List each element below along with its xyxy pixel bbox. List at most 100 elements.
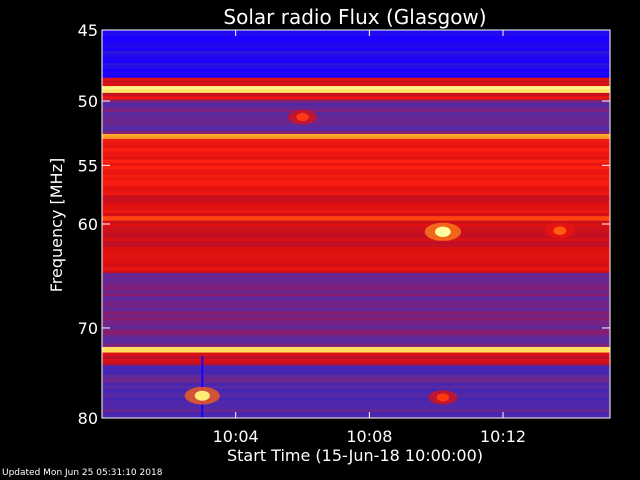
y-tick-label: 70 bbox=[78, 319, 98, 338]
frequency-band bbox=[102, 109, 610, 113]
frequency-band bbox=[102, 290, 610, 294]
frequency-band bbox=[102, 317, 610, 321]
frequency-band bbox=[102, 238, 610, 242]
frequency-band bbox=[102, 77, 610, 81]
frequency-band bbox=[102, 391, 610, 396]
frequency-band bbox=[102, 299, 610, 303]
frequency-band bbox=[102, 53, 610, 58]
frequency-band bbox=[102, 258, 610, 263]
updated-timestamp: Updated Mon Jun 25 05:31:10 2018 bbox=[2, 468, 163, 478]
chart-title: Solar radio Flux (Glasgow) bbox=[223, 5, 486, 29]
frequency-band bbox=[102, 241, 610, 245]
frequency-band bbox=[102, 278, 610, 283]
burst-core bbox=[194, 390, 210, 401]
burst-core bbox=[436, 393, 450, 402]
x-axis-label: Start Time (15-Jun-18 10:00:00) bbox=[227, 446, 483, 465]
frequency-band bbox=[102, 150, 610, 155]
frequency-band bbox=[102, 235, 610, 239]
frequency-band bbox=[102, 118, 610, 122]
burst-core bbox=[435, 226, 451, 238]
frequency-band bbox=[102, 264, 610, 268]
frequency-band bbox=[102, 338, 610, 342]
frequency-band bbox=[102, 124, 610, 129]
x-tick-label: 10:12 bbox=[480, 427, 526, 446]
frequency-band bbox=[102, 406, 610, 410]
frequency-band bbox=[102, 192, 610, 196]
frequency-band bbox=[102, 218, 610, 222]
frequency-band bbox=[102, 400, 610, 404]
frequency-band bbox=[102, 284, 610, 289]
frequency-band bbox=[102, 35, 610, 40]
frequency-band bbox=[102, 270, 610, 274]
frequency-band bbox=[102, 189, 610, 193]
frequency-band bbox=[102, 177, 610, 181]
frequency-band bbox=[102, 213, 610, 217]
frequency-band bbox=[102, 165, 610, 170]
frequency-band bbox=[102, 329, 610, 333]
frequency-band bbox=[102, 382, 610, 387]
frequency-band bbox=[102, 62, 610, 67]
frequency-band bbox=[102, 388, 610, 393]
frequency-band bbox=[102, 86, 610, 90]
frequency-band bbox=[102, 216, 610, 219]
frequency-band bbox=[102, 394, 610, 398]
frequency-band bbox=[102, 335, 610, 339]
frequency-band bbox=[102, 377, 610, 381]
frequency-band bbox=[102, 30, 610, 34]
frequency-band bbox=[102, 326, 610, 330]
frequency-band bbox=[102, 105, 610, 110]
frequency-band bbox=[102, 156, 610, 161]
frequency-band bbox=[102, 96, 610, 101]
frequency-band bbox=[102, 296, 610, 300]
frequency-band bbox=[102, 32, 610, 37]
frequency-band bbox=[102, 220, 610, 224]
frequency-band bbox=[102, 99, 610, 104]
frequency-band bbox=[102, 281, 610, 286]
frequency-band bbox=[102, 229, 610, 233]
frequency-band bbox=[102, 147, 610, 152]
frequency-band bbox=[102, 352, 610, 357]
frequency-band bbox=[102, 168, 610, 173]
frequency-band bbox=[102, 50, 610, 55]
frequency-band bbox=[102, 47, 610, 52]
frequency-band bbox=[102, 83, 610, 87]
frequency-band bbox=[102, 261, 610, 265]
frequency-band bbox=[102, 195, 610, 199]
y-axis-label: Frequency [MHz] bbox=[47, 158, 66, 292]
frequency-band bbox=[102, 287, 610, 291]
frequency-band bbox=[102, 80, 610, 84]
frequency-band bbox=[102, 380, 610, 384]
y-tick-label: 80 bbox=[78, 409, 98, 428]
y-tick-label: 45 bbox=[78, 21, 98, 40]
frequency-band bbox=[102, 244, 610, 248]
frequency-band bbox=[102, 362, 610, 366]
frequency-band bbox=[102, 305, 610, 309]
frequency-band bbox=[102, 44, 610, 49]
frequency-band bbox=[102, 302, 610, 306]
frequency-band bbox=[102, 183, 610, 187]
frequency-band bbox=[102, 332, 610, 336]
frequency-band bbox=[102, 374, 610, 378]
frequency-band bbox=[102, 41, 610, 46]
frequency-band bbox=[102, 385, 610, 390]
frequency-band bbox=[102, 204, 610, 208]
frequency-band bbox=[102, 403, 610, 407]
frequency-band bbox=[102, 136, 610, 140]
frequency-band bbox=[102, 186, 610, 190]
frequency-band bbox=[102, 358, 610, 363]
frequency-band bbox=[102, 346, 610, 351]
frequency-band bbox=[102, 162, 610, 167]
frequency-band bbox=[102, 121, 610, 126]
frequency-band bbox=[102, 415, 610, 419]
frequency-band bbox=[102, 56, 610, 61]
plot-area bbox=[102, 30, 610, 419]
y-tick-label: 55 bbox=[78, 156, 98, 175]
frequency-band bbox=[102, 144, 610, 149]
frequency-band bbox=[102, 249, 610, 254]
frequency-band bbox=[102, 355, 610, 360]
frequency-band bbox=[102, 275, 610, 280]
frequency-band bbox=[102, 74, 610, 79]
frequency-band bbox=[102, 255, 610, 260]
frequency-band bbox=[102, 112, 610, 116]
frequency-band bbox=[102, 409, 610, 413]
